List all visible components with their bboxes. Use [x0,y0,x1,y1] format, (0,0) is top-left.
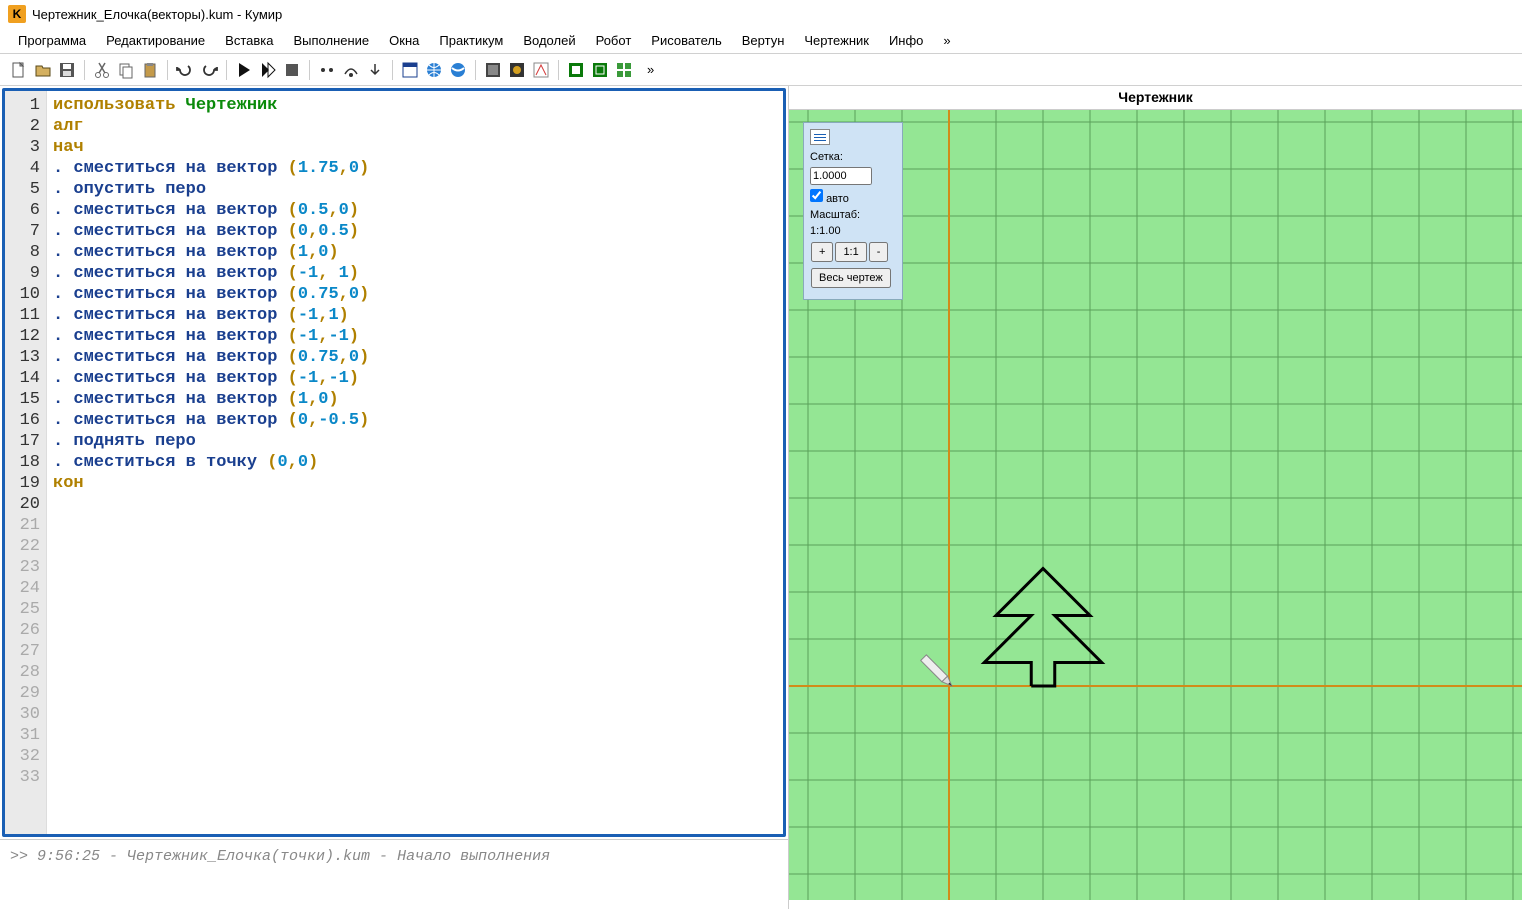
tool-f-icon[interactable] [613,59,635,81]
auto-text: авто [826,193,849,205]
run-icon[interactable] [233,59,255,81]
menu-вертун[interactable]: Вертун [732,29,795,52]
tool-b-icon[interactable] [506,59,528,81]
menu-рисователь[interactable]: Рисователь [641,29,731,52]
world3-icon[interactable] [447,59,469,81]
menu-»[interactable]: » [933,29,960,52]
window-title: Чертежник_Елочка(векторы).kum - Кумир [32,7,282,22]
tool-e-icon[interactable] [589,59,611,81]
grid-control-panel: Сетка: авто Масштаб: 1:1.00 +1:1- Весь ч… [803,122,903,300]
grid-label: Сетка: [810,151,896,163]
menu-практикум[interactable]: Практикум [429,29,513,52]
zoom-in-button[interactable]: + [811,242,833,262]
menubar: ПрограммаРедактированиеВставкаВыполнение… [0,28,1522,54]
drawing-canvas-area: Сетка: авто Масштаб: 1:1.00 +1:1- Весь ч… [789,110,1522,909]
menu-окна[interactable]: Окна [379,29,429,52]
menu-инфо[interactable]: Инфо [879,29,933,52]
cut-icon[interactable] [91,59,113,81]
undo-icon[interactable] [174,59,196,81]
debug-out-icon[interactable] [364,59,386,81]
line-gutter: 1234567891011121314151617181920212223242… [5,91,47,834]
new-file-icon[interactable] [8,59,30,81]
debug-in-icon[interactable] [316,59,338,81]
code-area[interactable]: использовать Чертежникалгнач. сместиться… [47,91,783,834]
zoom-out-button[interactable]: - [869,242,889,262]
tool-c-icon[interactable] [530,59,552,81]
redo-icon[interactable] [198,59,220,81]
menu-водолей[interactable]: Водолей [513,29,585,52]
menu-робот[interactable]: Робот [586,29,642,52]
scale-value: 1:1.00 [810,225,896,237]
copy-icon[interactable] [115,59,137,81]
menu-программа[interactable]: Программа [8,29,96,52]
save-file-icon[interactable] [56,59,78,81]
world2-icon[interactable] [423,59,445,81]
menu-редактирование[interactable]: Редактирование [96,29,215,52]
app-icon: K [8,5,26,23]
open-file-icon[interactable] [32,59,54,81]
debug-over-icon[interactable] [340,59,362,81]
toolbar: » [0,54,1522,86]
zoom-reset-button[interactable]: 1:1 [835,242,866,262]
menu-чертежник[interactable]: Чертежник [794,29,879,52]
scale-label: Масштаб: [810,209,896,221]
fit-all-button[interactable]: Весь чертеж [811,268,891,288]
world1-icon[interactable] [399,59,421,81]
auto-checkbox[interactable] [810,189,823,202]
tool-a-icon[interactable] [482,59,504,81]
code-editor[interactable]: 1234567891011121314151617181920212223242… [2,88,786,837]
menu-вставка[interactable]: Вставка [215,29,283,52]
tool-d-icon[interactable] [565,59,587,81]
drawer-title: Чертежник [789,86,1522,110]
stop-icon[interactable] [281,59,303,81]
toolbar-overflow[interactable]: » [637,58,664,81]
console-output: >> 9:56:25 - Чертежник_Елочка(точки).kum… [0,839,788,909]
panel-toggle-icon[interactable] [810,129,830,145]
grid-spacing-input[interactable] [810,167,872,185]
step-icon[interactable] [257,59,279,81]
menu-выполнение[interactable]: Выполнение [283,29,379,52]
auto-checkbox-label[interactable]: авто [810,189,896,205]
titlebar: K Чертежник_Елочка(векторы).kum - Кумир [0,0,1522,28]
paste-icon[interactable] [139,59,161,81]
